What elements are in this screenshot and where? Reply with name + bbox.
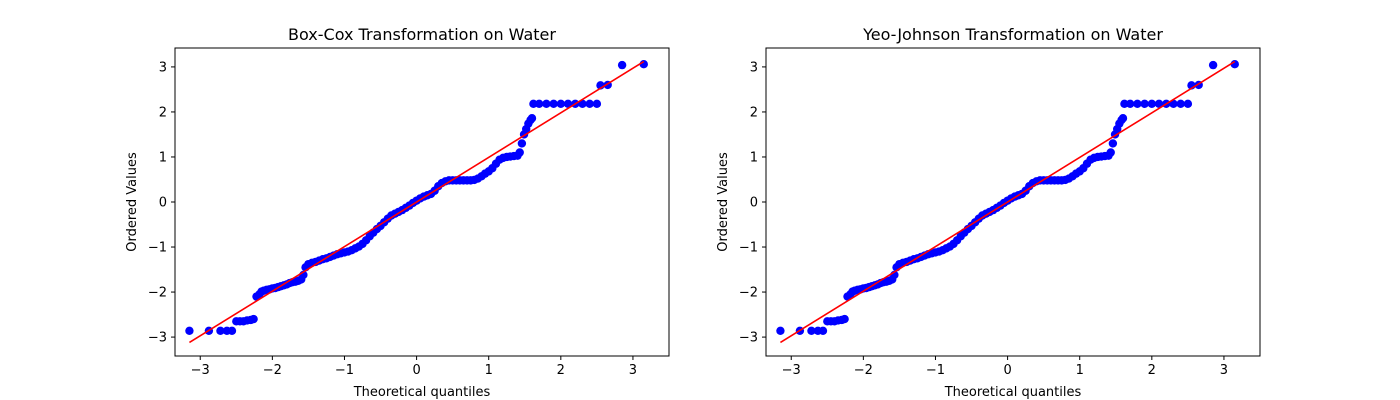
yeo-johnson-data-point [1147,99,1157,109]
yeo-johnson-y-tick-label: 1 [750,150,758,165]
yeo-johnson-x-tick-label: 2 [1148,363,1156,378]
box-cox-y-tick-label: 2 [159,105,167,120]
box-cox-data-point [542,99,551,109]
box-cox-data-point [185,326,194,335]
box-cox-y-label: Ordered Values [125,152,140,252]
yeo-johnson-fit-line [780,60,1236,344]
box-cox-x-tick-label: 2 [557,363,565,378]
box-cox-data-point [249,314,258,324]
yeo-johnson-data-point [1183,99,1193,109]
box-cox-x-tick-label: −2 [263,363,282,378]
yeo-johnson-data-point [1208,60,1218,70]
box-cox-data-point [549,99,558,109]
box-cox-plot: Box-Cox Transformation on Water −3 −2 −1 0 1… [125,25,670,400]
yeo-johnson-data-point [818,326,828,335]
yeo-johnson-marks [776,60,1239,344]
box-cox-marks [185,60,648,344]
box-cox-y-tick-label: 3 [159,60,167,75]
box-cox-data-point [515,148,524,157]
yeo-johnson-y-label: Ordered Values [716,152,731,252]
yeo-johnson-plot: Yeo-Johnson Transformation on Water −3 −2… [716,25,1261,400]
yeo-johnson-data-point [1120,99,1129,109]
yeo-johnson-data-point [1176,99,1185,109]
yeo-johnson-data-point [1108,139,1118,148]
box-cox-x-tick-label: 3 [629,363,637,378]
yeo-johnson-y-tick-label: −2 [739,286,758,301]
yeo-johnson-data-point [1118,114,1128,123]
box-cox-y-tick-label: −1 [148,241,167,256]
yeo-johnson-data-point [1133,99,1142,109]
box-cox-data-point [578,99,587,109]
box-cox-x-tick-label: 0 [412,363,420,378]
yeo-johnson-y-tick-label: 0 [750,196,758,211]
yeo-johnson-y-tick-label: −3 [739,331,758,346]
yeo-johnson-x-label: Theoretical quantiles [944,385,1082,400]
yeo-johnson-x-tick-label: 1 [1076,363,1084,378]
yeo-johnson-y-tick-label: −1 [739,241,758,256]
yeo-johnson-data-point [1125,99,1135,109]
yeo-johnson-data-point [1169,99,1178,109]
yeo-johnson-x-tick-label: −2 [854,363,873,378]
box-cox-data-point [563,99,573,109]
box-cox-data-point [592,99,602,109]
box-cox-x-label: Theoretical quantiles [353,385,491,400]
box-cox-data-point [527,114,537,123]
yeo-johnson-axes-frame [765,47,1261,357]
box-cox-y-tick-label: 0 [159,196,167,211]
yeo-johnson-x-tick-label: 3 [1220,363,1228,378]
yeo-johnson-data-point [807,326,816,335]
box-cox-data-point [617,60,627,70]
yeo-johnson-x-ticks: −3 −2 −1 0 1 2 3 [782,356,1228,378]
yeo-johnson-data-point [840,314,849,324]
box-cox-x-tick-label: −1 [335,363,354,378]
box-cox-data-point [216,326,225,335]
yeo-johnson-data-point [776,326,785,335]
box-cox-fit-line [189,60,645,344]
box-cox-x-tick-label: 1 [485,363,493,378]
box-cox-data-point [529,99,538,109]
yeo-johnson-x-tick-label: −3 [782,363,801,378]
yeo-johnson-x-tick-label: 0 [1003,363,1011,378]
yeo-johnson-data-point [1106,148,1115,157]
box-cox-y-tick-label: −3 [148,331,167,346]
box-cox-data-point [517,139,527,148]
yeo-johnson-y-ticks: −3 −2 −1 0 1 2 3 [739,60,766,346]
box-cox-data-point [227,326,237,335]
box-cox-y-ticks: −3 −2 −1 0 1 2 3 [148,60,175,346]
box-cox-data-point [556,99,566,109]
yeo-johnson-y-tick-label: 2 [750,105,758,120]
box-cox-data-point [534,99,544,109]
yeo-johnson-data-point [1154,99,1164,109]
box-cox-y-tick-label: 1 [159,150,167,165]
yeo-johnson-title: Yeo-Johnson Transformation on Water [862,25,1163,44]
box-cox-x-ticks: −3 −2 −1 0 1 2 3 [191,356,637,378]
yeo-johnson-x-tick-label: −1 [926,363,945,378]
yeo-johnson-y-tick-label: 3 [750,60,758,75]
yeo-johnson-data-point [1140,99,1149,109]
box-cox-title: Box-Cox Transformation on Water [288,25,556,44]
box-cox-y-tick-label: −2 [148,286,167,301]
box-cox-axes-frame [174,47,670,357]
box-cox-x-tick-label: −3 [191,363,210,378]
box-cox-data-point [585,99,594,109]
